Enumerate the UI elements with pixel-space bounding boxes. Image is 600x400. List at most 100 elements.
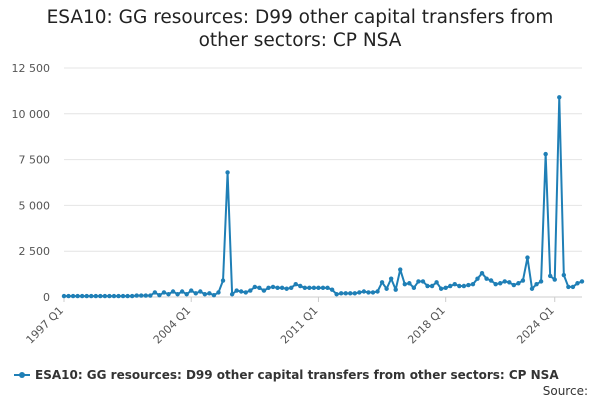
data-point <box>111 293 117 299</box>
data-point <box>229 292 235 297</box>
data-point <box>179 289 185 294</box>
data-point <box>134 293 139 298</box>
data-point <box>311 285 317 291</box>
data-point <box>366 290 371 295</box>
data-point <box>107 293 112 299</box>
axes: 0 2 500 5 000 7 500 10 000 12 500 1997 Q1 2004 … <box>12 62 582 347</box>
legend-line-marker-icon <box>14 370 30 380</box>
data-point <box>561 272 567 278</box>
data-point <box>402 281 407 287</box>
data-point <box>125 293 130 299</box>
data-point <box>325 285 330 291</box>
data-point <box>516 281 521 286</box>
data-point <box>570 284 576 290</box>
data-point <box>579 279 585 284</box>
data-point <box>216 290 221 295</box>
data-point <box>66 293 71 299</box>
data-point <box>139 293 144 298</box>
data-point <box>148 293 153 298</box>
data-point <box>198 289 203 294</box>
y-tick-label: 10 000 <box>12 108 51 121</box>
y-tick-label: 2 500 <box>19 245 51 258</box>
data-point <box>225 170 230 175</box>
x-tick-label: 2024 Q1 <box>514 304 557 347</box>
data-point <box>534 281 539 287</box>
data-point <box>239 289 244 294</box>
data-point <box>270 284 276 290</box>
data-point <box>193 291 198 296</box>
data-point <box>475 276 480 281</box>
data-point <box>261 288 267 293</box>
data-point <box>393 287 398 292</box>
data-point <box>184 292 189 297</box>
data-point <box>488 278 494 283</box>
data-point <box>425 283 430 289</box>
data-point <box>234 288 239 293</box>
data-point <box>348 291 353 296</box>
data-point <box>75 293 80 299</box>
data-point <box>102 293 108 299</box>
data-point <box>552 277 557 282</box>
data-point <box>307 285 312 291</box>
data-point <box>398 267 403 272</box>
data-point <box>166 292 171 297</box>
data-point <box>357 290 362 295</box>
legend[interactable]: ESA10: GG resources: D99 other capital t… <box>14 368 559 382</box>
data-point <box>470 281 476 287</box>
data-point <box>143 293 148 298</box>
data-point <box>352 291 358 296</box>
data-point <box>370 290 376 295</box>
data-point <box>152 290 158 295</box>
y-tick-label: 12 500 <box>12 62 51 75</box>
data-point <box>557 95 562 100</box>
data-point <box>161 290 167 295</box>
data-point <box>434 280 439 285</box>
data-point <box>498 281 503 286</box>
data-point <box>361 289 367 294</box>
data-point <box>502 279 507 284</box>
data-point <box>93 293 99 299</box>
data-point <box>420 279 426 284</box>
data-point <box>275 285 280 291</box>
data-point <box>288 285 294 291</box>
data-point <box>379 280 385 285</box>
data-point <box>207 291 212 296</box>
data-point <box>243 290 248 295</box>
source-label: Source: <box>542 384 588 398</box>
chart-title: ESA10: GG resources: D99 other capital t… <box>46 7 554 51</box>
data-point <box>411 285 417 291</box>
data-point <box>61 293 67 299</box>
data-point <box>338 291 344 296</box>
data-point <box>479 270 485 276</box>
data-point <box>89 293 94 299</box>
data-point <box>461 283 467 289</box>
series-layer <box>61 95 585 299</box>
data-point <box>320 285 326 291</box>
y-tick-label: 7 500 <box>19 154 51 167</box>
data-point <box>484 276 489 281</box>
data-point <box>543 151 548 157</box>
data-point <box>293 281 298 287</box>
data-point <box>316 285 321 291</box>
data-point <box>170 289 176 294</box>
data-point <box>98 293 103 299</box>
y-tick-label: 5 000 <box>19 199 51 212</box>
data-point <box>248 288 253 293</box>
data-point <box>538 279 544 284</box>
data-point <box>448 283 453 289</box>
data-point <box>343 291 348 296</box>
data-point <box>175 292 180 297</box>
data-point <box>443 285 448 291</box>
data-point <box>84 293 89 299</box>
data-point <box>384 286 389 291</box>
data-point <box>525 255 530 260</box>
data-point <box>416 279 421 284</box>
data-point <box>511 282 517 288</box>
data-point <box>529 286 535 291</box>
data-point <box>452 281 457 287</box>
data-point <box>520 278 526 283</box>
data-point <box>547 273 553 279</box>
data-point <box>284 286 289 291</box>
x-tick-label: 1997 Q1 <box>24 304 67 347</box>
data-point <box>388 276 394 281</box>
